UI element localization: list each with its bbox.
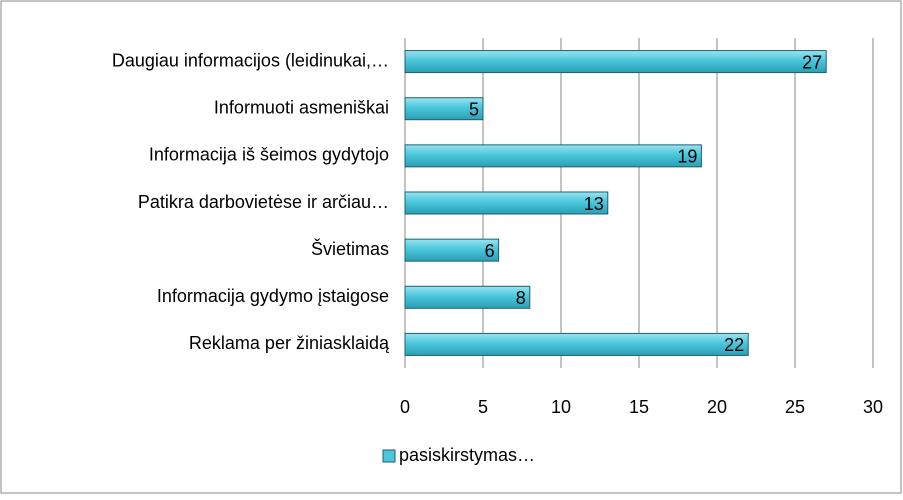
y-tick-label: Reklama per žiniasklaidą [189,333,390,353]
x-tick-label: 0 [400,397,410,417]
y-tick-label: Informacija iš šeimos gydytojo [149,145,389,165]
value-label: 8 [516,288,526,308]
x-tick-label: 30 [863,397,883,417]
bar [404,191,609,215]
bar [404,238,500,262]
y-tick-label: Daugiau informacijos (leidinukai,… [112,50,389,70]
y-tick-label: Informacija gydymo įstaigose [157,286,389,306]
value-label: 6 [485,241,495,261]
bar [404,50,827,74]
y-tick-label: Informuoti asmeniškai [214,97,389,117]
bar [404,97,484,121]
x-tick-label: 20 [707,397,727,417]
bar [404,285,531,309]
value-label: 22 [724,335,744,355]
x-tick-label: 5 [478,397,488,417]
legend-swatch [382,449,396,463]
value-label: 19 [677,147,697,167]
legend-label: pasiskirstymas… [399,445,535,465]
y-tick-label: Švietimas [311,238,389,259]
x-tick-label: 25 [785,397,805,417]
value-label: 13 [584,194,604,214]
value-label: 27 [802,52,822,72]
x-tick-label: 15 [629,397,649,417]
value-label: 5 [469,99,479,119]
bar [404,144,702,168]
bar [404,332,749,356]
y-tick-label: Patikra darbovietėse ir arčiau… [138,192,389,212]
x-tick-label: 10 [551,397,571,417]
